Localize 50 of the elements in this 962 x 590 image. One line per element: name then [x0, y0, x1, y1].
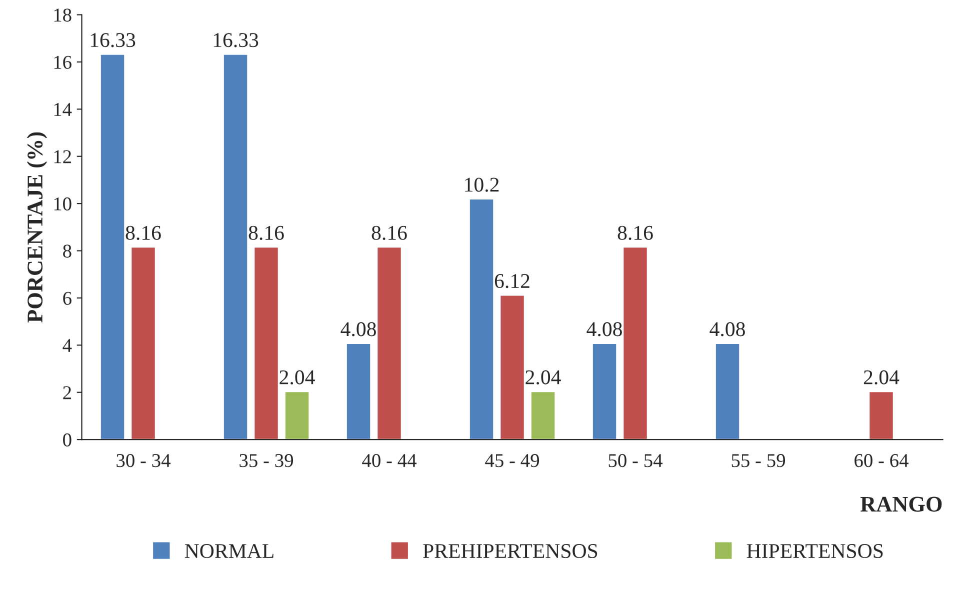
bar: [253, 246, 280, 440]
legend-label: HIPERTENSOS: [746, 544, 883, 558]
bar: [100, 53, 126, 440]
legend-label: NORMAL: [184, 544, 274, 558]
y-tick-label: 18: [54, 8, 72, 22]
data-label: 6.12: [494, 274, 530, 288]
data-label: 4.08: [340, 322, 376, 336]
bar: [468, 198, 495, 440]
x-tick-label: 60 - 64: [854, 454, 908, 468]
data-label: 2.04: [280, 370, 315, 384]
bar: [284, 390, 310, 440]
y-tick-label: 10: [54, 197, 72, 210]
data-label: 4.08: [586, 322, 622, 336]
data-label: 16.33: [214, 33, 258, 48]
data-label: 2.04: [864, 370, 900, 384]
x-tick-label: 45 - 49: [485, 454, 540, 468]
y-axis-title: PORCENTAJE (%): [26, 132, 48, 323]
bar: [222, 53, 249, 440]
data-label: 2.04: [526, 370, 561, 384]
data-label: 8.16: [248, 226, 284, 240]
data-label: 4.08: [710, 322, 745, 336]
y-tick-label: 8: [63, 244, 72, 258]
data-label: 8.16: [618, 226, 653, 240]
y-tick-label: 2: [63, 386, 71, 400]
legend-label: PREHIPERTENSOS: [423, 544, 598, 558]
x-axis-title: RANGO: [860, 496, 942, 512]
bar: [130, 246, 156, 440]
x-tick-label: 35 - 39: [240, 454, 294, 468]
bar: [622, 246, 648, 440]
y-tick-label: 16: [54, 56, 72, 69]
y-tick-label: 12: [54, 150, 71, 164]
y-tick-label: 0: [63, 433, 72, 446]
bar: [346, 342, 372, 440]
x-tick-label: 40 - 44: [362, 454, 417, 468]
bar: [592, 342, 618, 440]
bar: [868, 390, 894, 440]
y-tick-label: 4: [62, 339, 72, 352]
bar: [499, 294, 526, 440]
bar: [376, 246, 402, 440]
x-tick-label: 30 - 34: [116, 454, 171, 468]
data-label: 8.16: [126, 226, 161, 240]
bar: [714, 342, 741, 440]
y-tick-label: 6: [63, 292, 72, 305]
x-tick-label: 50 - 54: [608, 454, 663, 468]
data-label: 8.16: [372, 226, 407, 240]
bar: [530, 390, 556, 440]
x-tick-label: 55 - 59: [732, 454, 786, 468]
data-label: 16.33: [90, 33, 136, 48]
y-tick-label: 14: [54, 103, 72, 116]
data-label: 10.2: [465, 178, 499, 192]
